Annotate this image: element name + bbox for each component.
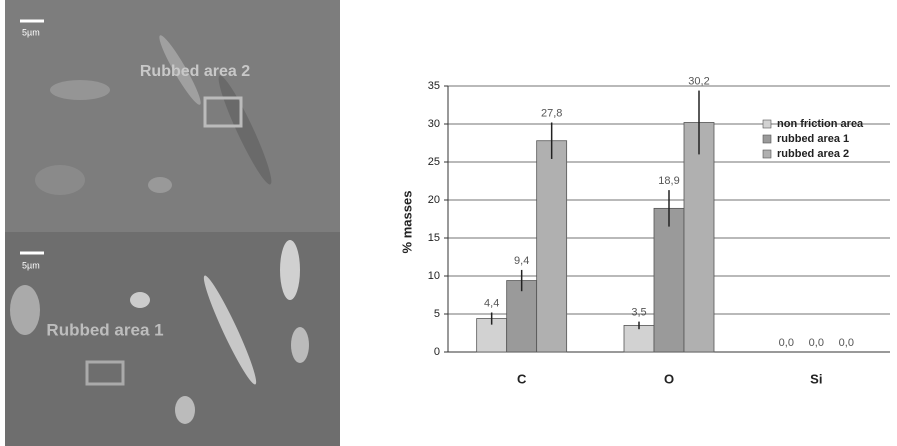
value-label: 0,0: [839, 337, 854, 349]
x-tick-label: C: [517, 371, 527, 386]
value-label: 27,8: [541, 107, 562, 119]
y-tick-label: 10: [428, 270, 440, 282]
value-label: 30,2: [688, 75, 709, 87]
x-tick-label: Si: [810, 371, 822, 386]
value-label: 0,0: [809, 337, 824, 349]
y-tick-label: 25: [428, 156, 440, 168]
x-tick-label: O: [664, 371, 674, 386]
y-tick-label: 20: [428, 194, 440, 206]
y-tick-label: 35: [428, 80, 440, 92]
bar: [654, 208, 684, 352]
value-label: 18,9: [658, 175, 679, 187]
legend-label: rubbed area 2: [777, 148, 849, 160]
legend-label: rubbed area 1: [777, 133, 849, 145]
legend-swatch: [763, 135, 771, 143]
area-label: Rubbed area 2: [140, 63, 250, 80]
bar: [507, 281, 537, 352]
bar: [624, 325, 654, 352]
legend-swatch: [763, 150, 771, 158]
sem-image-top: 5µm Rubbed area 2: [5, 0, 340, 232]
y-tick-label: 5: [434, 308, 440, 320]
legend-swatch: [763, 120, 771, 128]
value-label: 9,4: [514, 255, 529, 267]
legend-label: non friction area: [777, 118, 864, 130]
y-tick-label: 15: [428, 232, 440, 244]
value-label: 3,5: [631, 307, 646, 319]
value-label: 0,0: [779, 337, 794, 349]
value-label: 4,4: [484, 297, 499, 309]
scale-label: 5µm: [22, 27, 40, 37]
y-axis-label: % masses: [399, 191, 414, 254]
area-label: Rubbed area 1: [46, 320, 163, 339]
sem-image-bottom: 5µm Rubbed area 1: [5, 232, 340, 446]
bar: [684, 122, 714, 352]
chart: % masses 0 5 10 15 20 25 30 35 C 4,4 9,4 27,8 O 3,5 18…: [399, 75, 890, 386]
figure: 5µm Rubbed area 2 5µm Rubbed area 1 % ma…: [0, 0, 897, 446]
y-tick-label: 0: [434, 346, 440, 358]
y-tick-label: 30: [428, 118, 440, 130]
scale-label: 5µm: [22, 260, 40, 270]
bar: [537, 141, 567, 352]
